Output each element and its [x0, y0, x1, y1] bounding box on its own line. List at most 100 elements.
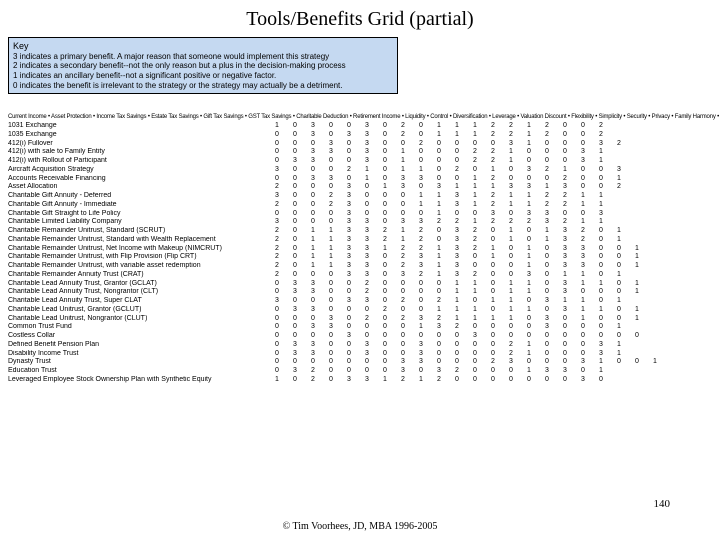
- grid-cell: 3: [538, 367, 556, 376]
- grid-cell: 0: [304, 192, 322, 201]
- grid-cell: 1: [448, 183, 466, 192]
- grid-cell: 1: [610, 236, 628, 245]
- row-cells: 000302023211110301001: [268, 315, 712, 324]
- grid-cell: 1: [502, 306, 520, 315]
- grid-cell: 3: [304, 280, 322, 289]
- grid-cell: 3: [358, 236, 376, 245]
- row-cells: 000030000003000000000: [268, 332, 712, 341]
- grid-cell: 0: [556, 122, 574, 131]
- grid-cell: 1: [358, 166, 376, 175]
- grid-cell: 3: [574, 358, 592, 367]
- grid-cell: 0: [358, 306, 376, 315]
- grid-cell: 3: [340, 218, 358, 227]
- grid-cell: 0: [610, 288, 628, 297]
- grid-cell: 0: [502, 376, 520, 385]
- grid-cell: 0: [610, 315, 628, 324]
- grid-cell: 1: [538, 183, 556, 192]
- grid-cell: 2: [394, 253, 412, 262]
- grid-cell: 3: [556, 280, 574, 289]
- grid-cell: 1: [592, 157, 610, 166]
- grid-cell: 2: [304, 367, 322, 376]
- grid-cell: 0: [268, 323, 286, 332]
- grid-cell: 0: [556, 315, 574, 324]
- grid-cell: 1: [466, 218, 484, 227]
- grid-cell: 0: [376, 122, 394, 131]
- row-label: 412(i) with Rollout of Participant: [8, 157, 268, 166]
- grid-cell: 2: [394, 262, 412, 271]
- grid-cell: 1: [520, 350, 538, 359]
- grid-cell: 0: [376, 280, 394, 289]
- grid-cell: 0: [394, 306, 412, 315]
- grid-cell: 0: [430, 148, 448, 157]
- grid-cell: 0: [286, 201, 304, 210]
- grid-cell: 2: [466, 157, 484, 166]
- row-label: Charitable Remainder Unitrust, with Flip…: [8, 253, 268, 262]
- grid-cell: 0: [268, 288, 286, 297]
- row-label: Aircraft Acquisition Strategy: [8, 166, 268, 175]
- grid-cell: 1: [466, 122, 484, 131]
- grid-cell: 0: [394, 210, 412, 219]
- table-row: 1035 Exchange0030330201112212002: [8, 131, 712, 140]
- grid-cell: 2: [484, 358, 502, 367]
- row-cells: 03300300300002100031: [268, 341, 712, 350]
- grid-cell: 1: [448, 297, 466, 306]
- grid-cell: 1: [520, 341, 538, 350]
- grid-cell: 0: [286, 131, 304, 140]
- grid-cell: 0: [322, 271, 340, 280]
- grid-cell: 1: [412, 201, 430, 210]
- row-cells: 30002101102010321003: [268, 166, 712, 175]
- grid-cell: 2: [502, 131, 520, 140]
- grid-cell: 3: [520, 183, 538, 192]
- grid-cell: 2: [430, 218, 448, 227]
- grid-cell: 0: [448, 157, 466, 166]
- grid-cell: 0: [430, 236, 448, 245]
- grid-cell: 0: [556, 350, 574, 359]
- grid-cell: 1: [574, 271, 592, 280]
- grid-cell: 3: [340, 376, 358, 385]
- grid-cell: 0: [412, 288, 430, 297]
- grid-cell: 0: [268, 341, 286, 350]
- grid-cell: 0: [340, 306, 358, 315]
- grid-cell: 3: [448, 227, 466, 236]
- grid-cell: 3: [538, 297, 556, 306]
- row-label: Accounts Receivable Financing: [8, 175, 268, 184]
- grid-cell: 1: [448, 315, 466, 324]
- grid-cell: 3: [574, 253, 592, 262]
- grid-cell: 3: [556, 253, 574, 262]
- row-label: Education Trust: [8, 367, 268, 376]
- grid-cell: 1: [628, 306, 646, 315]
- grid-cell: 0: [538, 271, 556, 280]
- grid-cell: 0: [322, 157, 340, 166]
- grid-cell: 0: [502, 253, 520, 262]
- key-line: 0 indicates the benefit is irrelevant to…: [13, 81, 393, 91]
- grid-cell: 2: [484, 175, 502, 184]
- grid-cell: 2: [538, 122, 556, 131]
- table-row: 412(i) Fullover00030300200003100032: [8, 140, 712, 149]
- grid-cell: 0: [484, 140, 502, 149]
- grid-cell: 3: [592, 341, 610, 350]
- grid-cell: 0: [268, 358, 286, 367]
- grid-cell: 1: [502, 297, 520, 306]
- grid-cell: 3: [394, 271, 412, 280]
- grid-cell: 2: [484, 131, 502, 140]
- grid-cell: 1: [520, 280, 538, 289]
- grid-cell: 0: [592, 315, 610, 324]
- row-cells: 0330030100022100031: [268, 157, 712, 166]
- table-row: Common Trust Fund00330000132000030001: [8, 323, 712, 332]
- grid-cell: 2: [538, 192, 556, 201]
- grid-cell: 0: [484, 271, 502, 280]
- grid-cell: 0: [412, 183, 430, 192]
- grid-cell: 1: [322, 262, 340, 271]
- grid-cell: 1: [592, 367, 610, 376]
- grid-cell: 3: [412, 253, 430, 262]
- grid-cell: 1: [430, 306, 448, 315]
- grid-cell: 1: [592, 280, 610, 289]
- row-label: Charitable Remainder Unitrust, Net Incom…: [8, 245, 268, 254]
- grid-cell: 3: [394, 218, 412, 227]
- grid-cell: 0: [286, 122, 304, 131]
- grid-cell: 0: [376, 253, 394, 262]
- grid-cell: 0: [358, 183, 376, 192]
- grid-cell: 0: [520, 315, 538, 324]
- grid-cell: 1: [394, 157, 412, 166]
- grid-cell: 3: [268, 218, 286, 227]
